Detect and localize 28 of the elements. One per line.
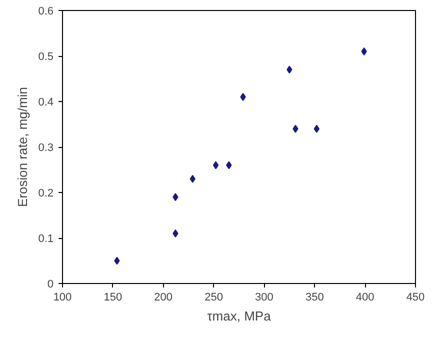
x-tick-label: 350 xyxy=(305,292,324,304)
point xyxy=(226,161,232,170)
y-tick-label: 0 xyxy=(47,278,54,290)
x-tick-label: 450 xyxy=(406,292,425,304)
point xyxy=(190,174,196,183)
point xyxy=(314,124,320,133)
y-tick-label: 0.3 xyxy=(38,142,54,154)
x-tick-label: 200 xyxy=(154,292,173,304)
x-tick-label: 250 xyxy=(204,292,223,304)
x-tick-label: 400 xyxy=(356,292,374,304)
point xyxy=(361,47,367,56)
y-axis-title: Erosion rate, mg/min xyxy=(15,87,30,207)
x-tick-label: 300 xyxy=(255,292,274,304)
y-tick-label: 0.6 xyxy=(38,6,54,18)
y-tick-label: 0.2 xyxy=(38,188,54,200)
x-tick-label: 100 xyxy=(53,292,72,304)
point xyxy=(286,66,292,74)
point xyxy=(114,256,120,265)
point xyxy=(172,229,178,238)
point xyxy=(172,193,178,202)
x-tick-label: 150 xyxy=(104,292,122,304)
point xyxy=(240,92,246,101)
x-axis-title: τmax, MPa xyxy=(207,308,272,324)
y-tick-label: 0.1 xyxy=(38,233,54,245)
point xyxy=(292,124,298,133)
point xyxy=(212,161,219,170)
y-tick-label: 0.5 xyxy=(38,51,54,63)
y-tick-label: 0.4 xyxy=(38,96,54,108)
